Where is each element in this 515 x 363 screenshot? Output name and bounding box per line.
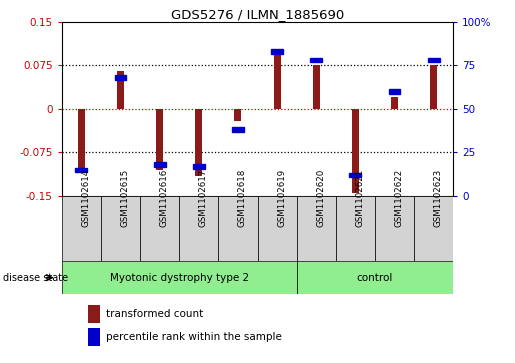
Text: GSM1102621: GSM1102621 <box>355 169 364 227</box>
Text: GSM1102619: GSM1102619 <box>277 169 286 227</box>
Text: GSM1102614: GSM1102614 <box>81 169 90 227</box>
Bar <box>62 261 297 294</box>
Bar <box>350 173 361 178</box>
Bar <box>258 196 297 261</box>
Text: GSM1102617: GSM1102617 <box>199 169 208 227</box>
Bar <box>62 196 101 261</box>
Bar <box>76 168 87 172</box>
Bar <box>117 71 124 109</box>
Bar <box>88 305 100 322</box>
Bar <box>389 89 400 94</box>
Bar <box>311 58 322 62</box>
Bar <box>78 109 85 170</box>
Bar <box>352 109 359 193</box>
Bar <box>115 75 126 80</box>
Bar <box>336 196 375 261</box>
Bar <box>179 196 218 261</box>
Bar <box>140 196 179 261</box>
Text: GSM1102615: GSM1102615 <box>121 169 129 227</box>
Bar <box>273 51 281 109</box>
Bar <box>232 127 244 132</box>
Text: GSM1102620: GSM1102620 <box>316 169 325 227</box>
Bar <box>430 65 437 109</box>
Bar <box>313 65 320 109</box>
Title: GDS5276 / ILMN_1885690: GDS5276 / ILMN_1885690 <box>171 8 344 21</box>
Text: GSM1102622: GSM1102622 <box>394 169 403 227</box>
Bar <box>391 97 398 109</box>
Bar <box>234 109 242 121</box>
Bar <box>154 162 165 167</box>
Text: disease state: disease state <box>3 273 67 283</box>
Bar <box>88 328 100 346</box>
Bar <box>414 196 453 261</box>
Bar <box>375 196 414 261</box>
Bar <box>195 109 202 176</box>
Text: control: control <box>357 273 393 283</box>
Text: percentile rank within the sample: percentile rank within the sample <box>106 332 282 342</box>
Bar <box>428 58 439 62</box>
Bar <box>271 49 283 54</box>
Text: GSM1102618: GSM1102618 <box>238 169 247 227</box>
Text: GSM1102623: GSM1102623 <box>434 169 442 227</box>
Bar <box>297 196 336 261</box>
Text: Myotonic dystrophy type 2: Myotonic dystrophy type 2 <box>110 273 249 283</box>
Text: transformed count: transformed count <box>106 309 203 319</box>
Text: GSM1102616: GSM1102616 <box>160 169 168 227</box>
Bar <box>193 164 204 169</box>
Bar <box>297 261 453 294</box>
Bar <box>101 196 140 261</box>
Bar <box>156 109 163 170</box>
Bar <box>218 196 258 261</box>
